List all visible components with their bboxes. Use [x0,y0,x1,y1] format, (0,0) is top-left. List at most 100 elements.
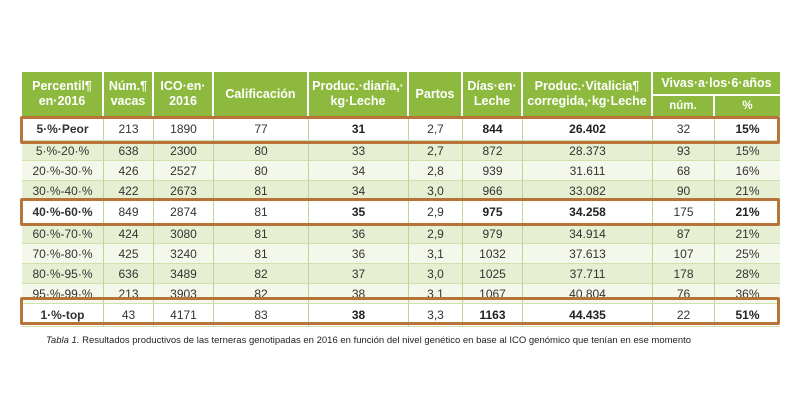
cell-num-vacas: 638 [104,141,154,161]
table-row: 5·%·Peor 213 1890 77 31 2,7 844 26.402 32 15% [22,118,781,141]
cell-percentil: 5·%-20·% [22,141,104,161]
cell-produc-diaria: 31 [309,118,409,141]
cell-partos: 2,9 [409,224,463,244]
cell-dias-en-leche: 1032 [463,244,523,264]
header-num-vacas: Núm.¶ vacas [104,72,154,118]
cell-produc-vitalicia: 40.804 [523,284,653,304]
table-caption: Tabla 1. Resultados productivos de las t… [46,335,691,346]
cell-percentil: 30·%-40·% [22,181,104,201]
cell-ico: 2874 [154,201,214,224]
header-vivas-pct: % [715,96,781,118]
cell-vivas-pct: 16% [715,161,781,181]
table-row: 60·%-70·% 424 3080 81 36 2,9 979 34.914 87 21% [22,224,781,244]
cell-vivas-pct: 21% [715,181,781,201]
cell-vivas-pct: 51% [715,304,781,327]
table-row: 40·%-60·% 849 2874 81 35 2,9 975 34.258 175 21% [22,201,781,224]
cell-percentil: 20·%-30·% [22,161,104,181]
cell-produc-vitalicia: 44.435 [523,304,653,327]
cell-ico: 2527 [154,161,214,181]
cell-partos: 3,0 [409,181,463,201]
table-row: 5·%-20·% 638 2300 80 33 2,7 872 28.373 93 15% [22,141,781,161]
cell-percentil: 80·%-95·% [22,264,104,284]
cell-produc-diaria: 34 [309,161,409,181]
cell-num-vacas: 636 [104,264,154,284]
cell-dias-en-leche: 939 [463,161,523,181]
cell-percentil: 60·%-70·% [22,224,104,244]
cell-percentil: 70·%-80·% [22,244,104,264]
cell-ico: 3080 [154,224,214,244]
cell-produc-diaria: 37 [309,264,409,284]
cell-vivas-num: 90 [653,181,715,201]
cell-dias-en-leche: 1025 [463,264,523,284]
cell-calificacion: 81 [214,224,309,244]
cell-produc-diaria: 38 [309,284,409,304]
cell-calificacion: 82 [214,264,309,284]
cell-num-vacas: 213 [104,118,154,141]
table-row: 1·%-top 43 4171 83 38 3,3 1163 44.435 22 51% [22,304,781,327]
cell-ico: 3489 [154,264,214,284]
header-vivas-num: núm. [653,96,715,118]
table-row: 30·%-40·% 422 2673 81 34 3,0 966 33.082 90 21% [22,181,781,201]
cell-vivas-pct: 21% [715,201,781,224]
cell-num-vacas: 422 [104,181,154,201]
cell-ico: 1890 [154,118,214,141]
cell-vivas-pct: 36% [715,284,781,304]
cell-dias-en-leche: 1067 [463,284,523,304]
cell-dias-en-leche: 872 [463,141,523,161]
cell-partos: 3,3 [409,304,463,327]
cell-produc-vitalicia: 37.711 [523,264,653,284]
cell-calificacion: 81 [214,201,309,224]
cell-vivas-num: 178 [653,264,715,284]
caption-text: Resultados productivos de las terneras g… [82,335,692,346]
table-row: 95·%-99·% 213 3903 82 38 3,1 1067 40.804 76 36% [22,284,781,304]
cell-vivas-pct: 28% [715,264,781,284]
cell-percentil: 5·%·Peor [22,118,104,141]
cell-vivas-num: 76 [653,284,715,304]
cell-percentil: 1·%-top [22,304,104,327]
cell-vivas-pct: 25% [715,244,781,264]
cell-produc-diaria: 34 [309,181,409,201]
cell-percentil: 95·%-99·% [22,284,104,304]
cell-dias-en-leche: 975 [463,201,523,224]
cell-produc-vitalicia: 37.613 [523,244,653,264]
cell-ico: 2300 [154,141,214,161]
cell-partos: 3,1 [409,284,463,304]
cell-produc-vitalicia: 34.258 [523,201,653,224]
cell-produc-vitalicia: 26.402 [523,118,653,141]
table-row: 80·%-95·% 636 3489 82 37 3,0 1025 37.711 178 28% [22,264,781,284]
cell-partos: 2,7 [409,141,463,161]
cell-partos: 3,1 [409,244,463,264]
header-calificacion: Calificación [214,72,309,118]
cell-produc-vitalicia: 34.914 [523,224,653,244]
cell-partos: 3,0 [409,264,463,284]
cell-vivas-num: 87 [653,224,715,244]
cell-calificacion: 80 [214,141,309,161]
header-dias-en-leche: Días·en· Leche [463,72,523,118]
cell-produc-diaria: 36 [309,224,409,244]
cell-produc-diaria: 35 [309,201,409,224]
cell-partos: 2,7 [409,118,463,141]
header-produc-diaria: Produc.·diaria,· kg·Leche [309,72,409,118]
cell-vivas-num: 93 [653,141,715,161]
header-percentil: Percentil¶ en·2016 [22,72,104,118]
cell-num-vacas: 424 [104,224,154,244]
cell-partos: 2,8 [409,161,463,181]
cell-vivas-pct: 15% [715,118,781,141]
header-produc-vitalicia: Produc.·Vitalicia¶ corregida,·kg·Leche [523,72,653,118]
cell-ico: 3240 [154,244,214,264]
table-row: 70·%-80·% 425 3240 81 36 3,1 1032 37.613 107 25% [22,244,781,264]
cell-produc-vitalicia: 33.082 [523,181,653,201]
cell-dias-en-leche: 979 [463,224,523,244]
cell-vivas-num: 107 [653,244,715,264]
cell-percentil: 40·%-60·% [22,201,104,224]
cell-dias-en-leche: 1163 [463,304,523,327]
cell-calificacion: 80 [214,161,309,181]
cell-produc-diaria: 33 [309,141,409,161]
cell-vivas-pct: 21% [715,224,781,244]
cell-vivas-num: 22 [653,304,715,327]
cell-vivas-num: 68 [653,161,715,181]
results-table: Percentil¶ en·2016 Núm.¶ vacas ICO·en· 2… [22,72,781,327]
cell-ico: 4171 [154,304,214,327]
cell-calificacion: 81 [214,244,309,264]
cell-produc-diaria: 38 [309,304,409,327]
